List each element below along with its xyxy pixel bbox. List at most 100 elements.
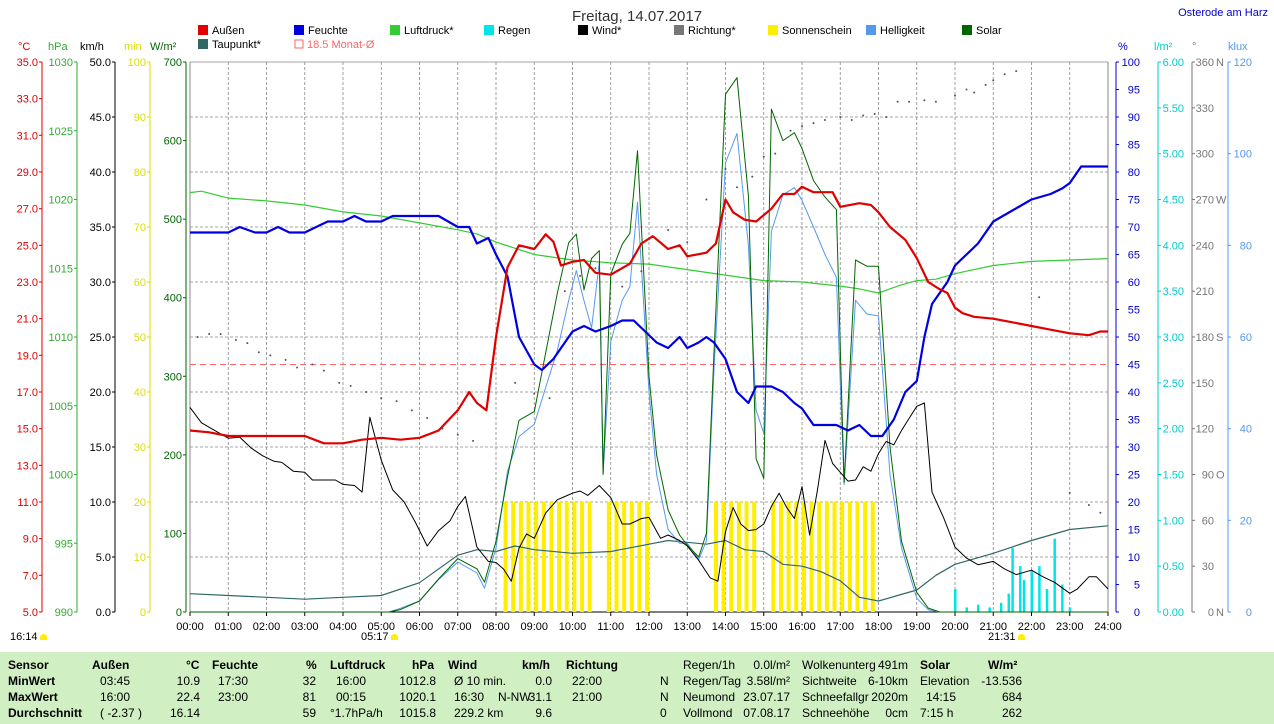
sunshine-bar: [771, 502, 776, 612]
luftdruck-avg-value: 1015.8: [399, 706, 436, 720]
sunshine-bar: [870, 502, 875, 612]
legend-label: Richtung*: [688, 25, 736, 37]
legend-swatch: [962, 25, 972, 35]
aussen-max-value: 22.4: [176, 690, 200, 704]
legend-swatch: [768, 25, 778, 35]
humidity-tick-label: 95: [1128, 85, 1140, 97]
direction-dot: [208, 332, 211, 335]
schneehoehe-label: Schneehöhe: [802, 706, 870, 720]
direction-dot: [751, 175, 754, 178]
temp-tick-label: 15.0: [17, 424, 38, 436]
sunset-marker: 21:31: [988, 631, 1025, 643]
direction-dot: [812, 122, 815, 125]
humidity-tick-label: 15: [1128, 525, 1140, 537]
direction-dot: [896, 100, 899, 103]
temp-tick-label: 19.0: [17, 350, 38, 362]
richtung-max-value: N: [660, 690, 669, 704]
legend-label: Außen: [212, 25, 244, 37]
luftdruck-min-time: 16:00: [336, 674, 367, 688]
temp-tick-label: 35.0: [17, 57, 38, 69]
direction-dot: [823, 119, 826, 122]
regen-1h-label: Regen/1h: [683, 658, 736, 672]
luftdruck-max-value: 1020.1: [399, 690, 436, 704]
sun-tick-label: 70: [134, 222, 146, 234]
x-tick-label: 08:00: [482, 621, 510, 633]
sunset-label: 21:31: [988, 631, 1016, 643]
legend-label: Taupunkt*: [212, 39, 262, 51]
rain-unit: l/m²: [1154, 41, 1173, 53]
sunshine-bar: [786, 502, 791, 612]
location-label: Osterode am Harz: [1178, 7, 1268, 19]
aussen-header: Außen: [92, 658, 130, 672]
x-tick-label: 01:00: [214, 621, 242, 633]
wind-avg-value: 9.6: [535, 706, 552, 720]
direction-unit: °: [1192, 41, 1196, 53]
sunshine-bar: [511, 502, 516, 612]
direction-dot: [789, 129, 792, 132]
direction-dot: [1099, 511, 1102, 514]
temp-tick-label: 25.0: [17, 240, 38, 252]
wind-unit: km/h: [80, 41, 104, 53]
luftdruck-min-value: 1012.8: [399, 674, 436, 688]
aussen-avg-value: 16.14: [169, 706, 200, 720]
series-line-wind: [189, 402, 1109, 594]
legend-label: Feuchte: [308, 25, 348, 37]
wolken-value: 491m: [877, 658, 908, 672]
rain-tick-label: 4.50: [1163, 195, 1184, 207]
sun-unit: min: [124, 41, 142, 53]
rain-bar: [1068, 607, 1072, 612]
temp-tick-label: 7.0: [23, 570, 38, 582]
direction-dot: [705, 198, 708, 201]
aussen-min-value: 10.9: [176, 674, 200, 688]
luftdruck-unit: hPa: [412, 658, 435, 672]
x-tick-label: 20:00: [941, 621, 969, 633]
direction-dot: [563, 290, 566, 293]
rain-bar: [1053, 538, 1056, 612]
richtung-min-value: N: [660, 674, 669, 688]
direction-dot: [801, 125, 803, 128]
sunshine-bar: [794, 502, 799, 612]
rain-bar: [1007, 593, 1011, 612]
wind-tick-label: 30.0: [90, 277, 111, 289]
direction-dot: [196, 336, 199, 338]
sunshine-bar: [752, 502, 757, 612]
legend-swatch: [484, 25, 494, 35]
wind-distance: 229.2 km: [454, 706, 504, 720]
legend-label: Helligkeit: [880, 25, 925, 37]
direction-dot: [1068, 491, 1071, 494]
neumond-value: 23.07.17: [743, 690, 790, 704]
direction-dot: [934, 100, 937, 103]
sunshine-bar: [526, 502, 531, 612]
x-tick-label: 13:00: [673, 621, 701, 633]
direction-dot: [338, 381, 341, 384]
wind-avg10-value: 0.0: [535, 674, 552, 688]
sunshine-bar: [824, 502, 829, 612]
sunshine-bar: [580, 502, 585, 612]
x-tick-label: 09:00: [520, 621, 548, 633]
rain-bar: [976, 604, 980, 612]
sun-tick-label: 30: [134, 442, 146, 454]
vollmond-label: Vollmond: [683, 706, 733, 720]
legend-swatch: [198, 39, 208, 49]
lux-tick-label: 120: [1234, 57, 1252, 69]
direction-dot: [667, 229, 670, 232]
lux-tick-label: 20: [1240, 515, 1252, 527]
aussen-unit: °C: [186, 658, 200, 672]
solar-tick-label: 200: [164, 450, 182, 462]
humidity-tick-label: 5: [1134, 580, 1140, 592]
x-tick-label: 07:00: [444, 621, 472, 633]
x-tick-label: 11:00: [597, 621, 624, 633]
sunrise-marker: 05:17: [361, 631, 398, 643]
solar-tick-label: 600: [164, 136, 182, 148]
direction-letter: O: [1216, 470, 1225, 482]
feuchte-max-value: 81: [302, 690, 316, 704]
solar-tick-label: 700: [164, 57, 182, 69]
sunshine-bar: [713, 502, 718, 612]
direction-dot: [965, 88, 968, 91]
stats-footer: Sensor MinWert MaxWert Durchschnitt Auße…: [0, 652, 1274, 724]
rain-tick-label: 5.50: [1163, 103, 1184, 115]
luftdruck-header: Luftdruck: [330, 658, 386, 672]
sunshine-bar: [744, 502, 749, 612]
direction-tick-label: 60: [1202, 515, 1214, 527]
temp-tick-label: 23.0: [17, 277, 38, 289]
